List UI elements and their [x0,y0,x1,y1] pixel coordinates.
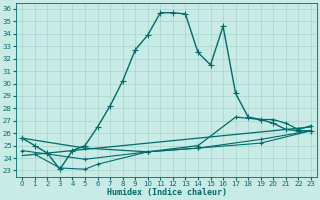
X-axis label: Humidex (Indice chaleur): Humidex (Indice chaleur) [107,188,227,197]
